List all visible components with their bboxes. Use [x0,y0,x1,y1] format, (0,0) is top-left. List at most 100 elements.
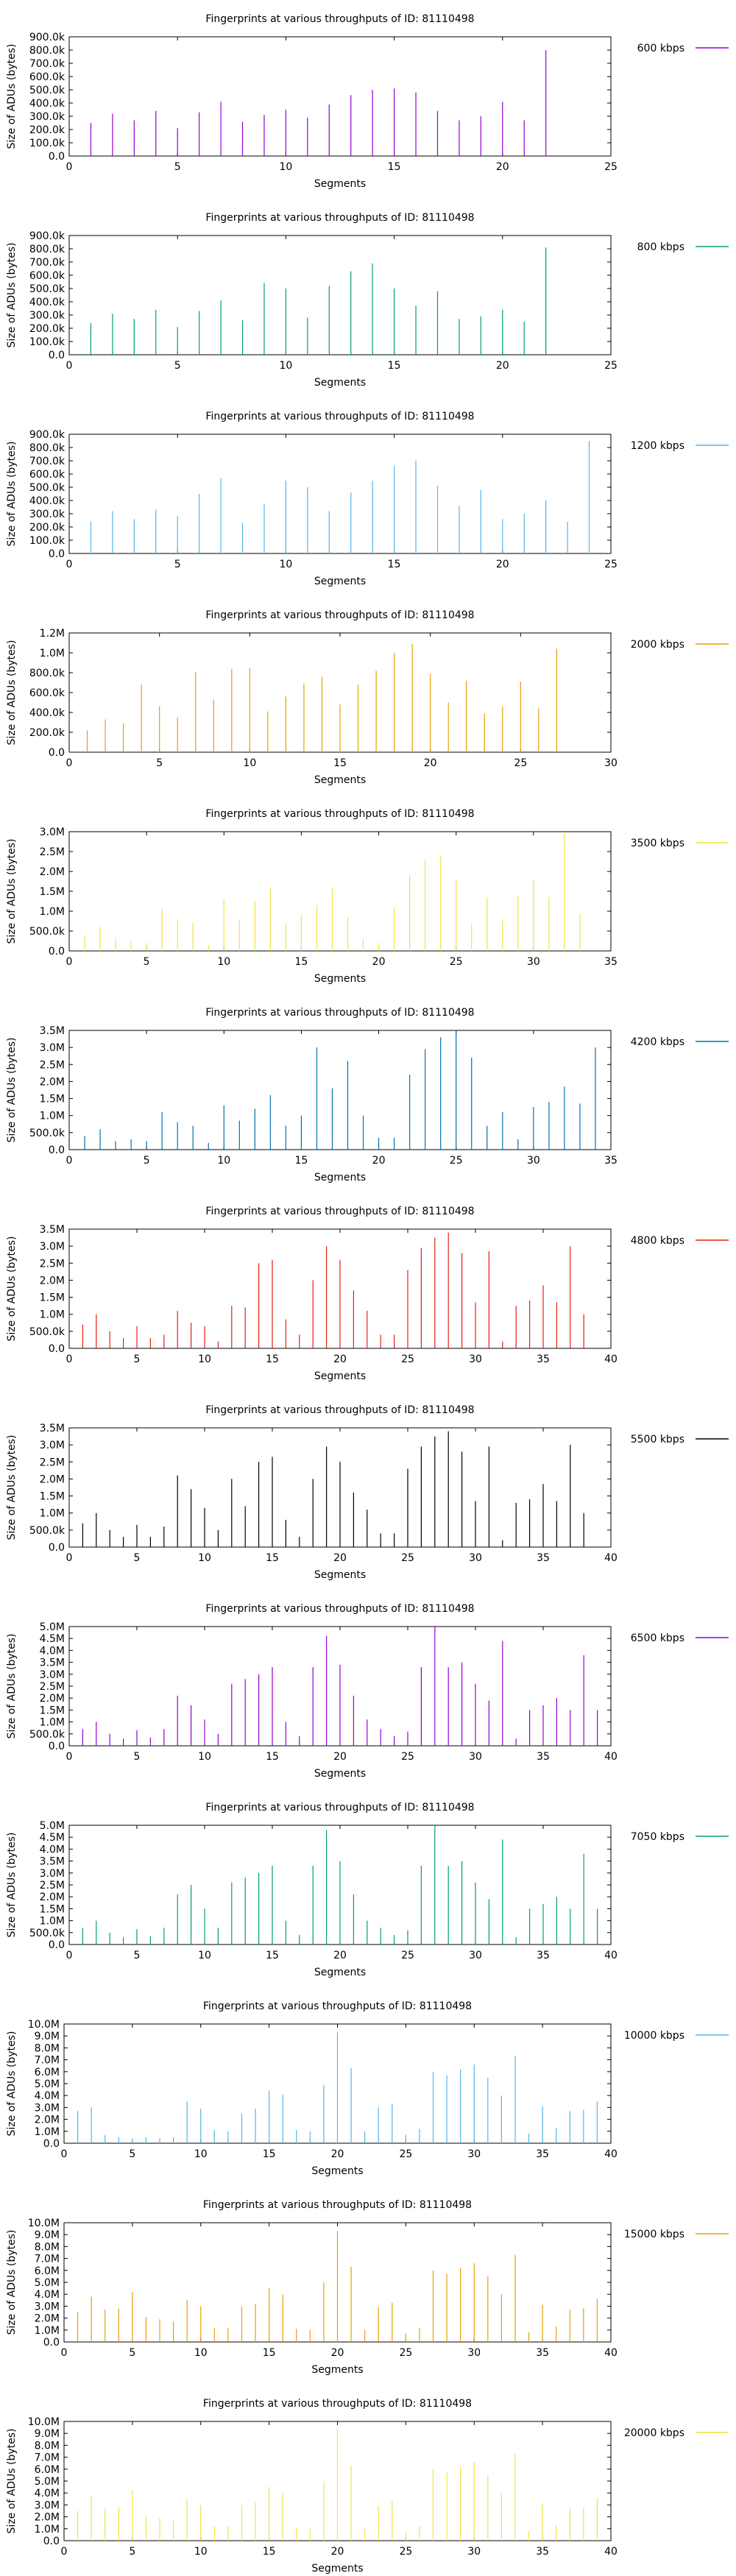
x-tick-label: 35 [537,1552,550,1564]
y-tick-label: 2.5M [40,846,65,858]
x-tick-label: 5 [134,1751,141,1763]
y-tick-label: 9.0M [35,2031,60,2042]
y-tick-label: 0.0 [49,747,65,759]
x-tick-label: 10 [279,360,292,372]
y-tick-label: 0.0 [49,548,65,560]
y-axis-label: Size of ADUs (bytes) [6,243,18,348]
y-tick-label: 2.0M [40,1275,65,1287]
y-tick-label: 2.5M [40,1457,65,1468]
y-tick-label: 3.0M [35,2102,60,2114]
y-tick-label: 1.0M [35,2524,60,2536]
x-axis-label: Segments [314,1967,366,1978]
y-tick-label: 3.0M [40,1669,65,1681]
x-tick-label: 35 [536,2546,549,2558]
x-axis-label: Segments [311,2364,363,2376]
x-tick-label: 35 [537,1751,550,1763]
y-tick-label: 800.0k [29,668,66,679]
y-tick-label: 200.0k [29,124,66,136]
y-tick-label: 5.0M [35,2476,60,2488]
y-tick-label: 200.0k [29,522,66,534]
plot-frame [68,36,612,157]
x-axis-label: Segments [311,2563,363,2575]
x-tick-label: 30 [469,1950,482,1961]
y-axis-label: Size of ADUs (bytes) [6,1435,18,1540]
y-tick-label: 500.0k [29,1525,66,1537]
y-tick-label: 0.0 [43,2138,60,2150]
y-tick-label: 1.0M [40,906,65,918]
y-tick-label: 400.0k [29,297,66,308]
chart-panel: Fingerprints at various throughputs of I… [6,1404,729,1581]
y-tick-label: 300.0k [29,509,66,520]
x-tick-label: 30 [527,956,540,968]
y-tick-label: 3.0M [35,2301,60,2313]
y-axis-label: Size of ADUs (bytes) [6,2031,18,2137]
y-tick-label: 1.5M [40,1903,65,1915]
x-tick-label: 0 [66,1155,73,1167]
x-tick-label: 5 [129,2347,135,2359]
y-tick-label: 600.0k [29,469,66,481]
x-axis-label: Segments [314,774,366,786]
y-axis-label: Size of ADUs (bytes) [6,2429,18,2534]
x-tick-label: 15 [295,1155,308,1167]
y-tick-label: 2.0M [35,2313,60,2325]
x-tick-label: 0 [66,1552,73,1564]
x-tick-label: 25 [450,956,463,968]
y-tick-label: 7.0M [35,2055,60,2067]
x-tick-label: 20 [333,1552,347,1564]
x-tick-label: 5 [174,559,181,570]
y-tick-label: 10.0M [28,2416,60,2428]
x-tick-label: 10 [194,2347,208,2359]
y-tick-label: 3.0M [40,827,65,838]
y-tick-label: 700.0k [29,58,66,70]
legend-label: 1200 kbps [631,440,684,452]
x-tick-label: 25 [604,161,618,173]
x-tick-label: 30 [469,1751,482,1763]
x-tick-label: 15 [263,2546,276,2558]
x-tick-label: 20 [424,757,437,769]
x-axis-label: Segments [314,1370,366,1382]
y-tick-label: 3.0M [40,1042,65,1054]
x-axis-label: Segments [314,576,366,587]
y-tick-label: 3.5M [40,1657,65,1669]
y-tick-label: 5.0M [35,2277,60,2289]
x-tick-label: 0 [66,1354,73,1365]
x-tick-label: 0 [66,1751,73,1763]
y-tick-label: 400.0k [29,98,66,110]
y-tick-label: 0.0 [43,2337,60,2349]
y-tick-label: 8.0M [35,2440,60,2452]
y-tick-label: 10.0M [28,2218,60,2229]
y-tick-label: 0.0 [49,350,65,361]
y-tick-label: 1.5M [40,1705,65,1716]
chart-panel: Fingerprints at various throughputs of I… [6,1802,729,1978]
x-tick-label: 10 [279,559,292,570]
y-axis-label: Size of ADUs (bytes) [6,839,18,944]
x-tick-label: 0 [66,559,73,570]
x-tick-label: 40 [604,2546,618,2558]
y-tick-label: 1.0M [35,2126,60,2138]
y-tick-label: 4.5M [40,1633,65,1645]
x-tick-label: 0 [66,1950,73,1961]
x-tick-label: 25 [401,1950,414,1961]
chart-panel: Fingerprints at various throughputs of I… [6,2199,729,2376]
y-tick-label: 3.5M [40,1856,65,1868]
x-tick-label: 15 [266,1950,279,1961]
x-tick-label: 40 [604,1751,618,1763]
x-tick-label: 10 [217,956,230,968]
y-tick-label: 2.5M [40,1880,65,1892]
chart-panel: Fingerprints at various throughputs of I… [6,212,729,389]
y-axis-label: Size of ADUs (bytes) [6,1038,18,1143]
y-tick-label: 600.0k [29,71,66,83]
x-tick-label: 15 [388,559,401,570]
x-tick-label: 0 [66,360,73,372]
chart-title: Fingerprints at various throughputs of I… [203,2398,472,2410]
x-tick-label: 25 [514,757,527,769]
x-tick-label: 40 [604,1552,618,1564]
chart-title: Fingerprints at various throughputs of I… [205,1802,474,1814]
chart-title: Fingerprints at various throughputs of I… [203,2199,472,2211]
x-tick-label: 5 [144,956,150,968]
x-axis-label: Segments [314,178,366,190]
plot-frame [68,831,612,952]
y-tick-label: 1.0M [40,1508,65,1520]
x-tick-label: 25 [604,559,618,570]
y-tick-label: 0.0 [49,1542,65,1554]
